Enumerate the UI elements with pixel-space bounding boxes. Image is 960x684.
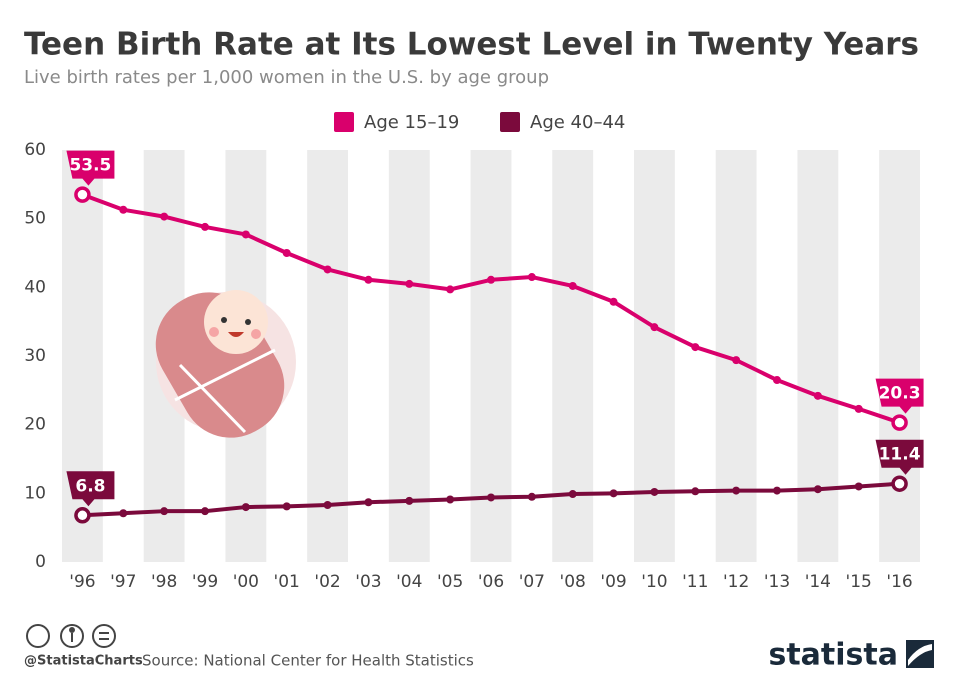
data-point — [854, 482, 863, 491]
x-tick-label: '09 — [600, 572, 626, 592]
data-label-box — [66, 150, 115, 186]
data-point — [405, 496, 414, 505]
data-point — [405, 279, 414, 288]
legend-swatch — [334, 112, 354, 132]
data-point — [119, 205, 128, 214]
data-point — [891, 414, 908, 431]
data-point — [323, 501, 332, 510]
data-label: 6.8 — [75, 476, 105, 496]
data-point — [323, 265, 332, 274]
data-point — [446, 495, 455, 504]
data-point — [241, 230, 250, 239]
x-tick-label: '03 — [355, 572, 381, 592]
x-tick-label: '96 — [69, 572, 95, 592]
brand-icon-mark — [908, 644, 932, 666]
data-point — [568, 490, 577, 499]
data-point — [364, 498, 373, 507]
band — [470, 150, 512, 562]
data-point — [487, 493, 495, 502]
legend-label: Age 15–19 — [364, 112, 459, 133]
legend-swatch — [500, 112, 520, 132]
y-tick-label: 10 — [24, 483, 46, 503]
x-tick-label: '01 — [274, 572, 300, 592]
x-tick-label: '02 — [314, 572, 340, 592]
data-point — [201, 507, 209, 516]
y-tick-label: 20 — [24, 415, 46, 435]
data-point — [446, 285, 455, 294]
band — [62, 150, 103, 562]
chart-subtitle: Live birth rates per 1,000 women in the … — [24, 67, 549, 88]
y-tick-label: 60 — [24, 140, 46, 160]
x-tick-label: '15 — [846, 572, 872, 592]
data-point — [691, 487, 700, 496]
data-point — [282, 249, 291, 257]
data-point — [282, 502, 291, 511]
band — [797, 150, 839, 562]
legend-label: Age 40–44 — [530, 112, 625, 133]
data-point — [241, 503, 250, 512]
band — [552, 150, 594, 562]
data-point — [773, 486, 781, 495]
data-point — [854, 404, 863, 413]
brand-logo: statista — [768, 638, 898, 673]
x-tick-label: '14 — [805, 572, 831, 592]
data-point — [487, 275, 495, 284]
data-point — [732, 486, 741, 495]
x-tick-label: '99 — [192, 572, 218, 592]
x-tick-label: '12 — [723, 572, 749, 592]
baby-illustration — [155, 290, 296, 438]
data-point — [609, 489, 618, 498]
data-label-box — [875, 439, 924, 475]
band — [388, 150, 430, 562]
data-point — [650, 323, 659, 332]
credit: @StatistaCharts — [24, 654, 143, 669]
data-point — [74, 507, 91, 524]
data-point — [364, 275, 373, 284]
data-point — [160, 507, 169, 516]
data-label: 20.3 — [879, 384, 921, 404]
y-tick-label: 50 — [24, 209, 46, 229]
x-tick-label: '07 — [519, 572, 545, 592]
data-point — [813, 485, 822, 494]
x-tick-label: '97 — [110, 572, 136, 592]
data-label-box — [875, 378, 924, 414]
data-point — [650, 487, 659, 496]
x-tick-label: '11 — [682, 572, 708, 592]
x-tick-label: '00 — [233, 572, 259, 592]
data-point — [527, 273, 536, 282]
x-tick-label: '04 — [396, 572, 422, 592]
x-tick-label: '05 — [437, 572, 463, 592]
footer-icons — [26, 624, 116, 648]
data-point — [813, 391, 822, 400]
data-point — [891, 475, 908, 492]
x-tick-label: '10 — [641, 572, 667, 592]
source: Source: National Center for Health Stati… — [142, 652, 474, 670]
band — [307, 150, 348, 562]
data-point — [732, 356, 741, 365]
y-tick-label: 30 — [24, 346, 46, 366]
data-label-box — [66, 471, 115, 507]
data-point — [527, 492, 536, 501]
data-point — [74, 186, 91, 203]
data-point — [201, 222, 209, 231]
data-point — [691, 343, 700, 352]
data-label: 53.5 — [69, 156, 111, 176]
data-point — [609, 297, 618, 306]
y-tick-label: 40 — [24, 277, 46, 297]
x-tick-label: '06 — [478, 572, 504, 592]
x-tick-label: '16 — [886, 572, 912, 592]
band — [879, 150, 920, 562]
data-point — [119, 509, 128, 518]
data-point — [773, 376, 781, 385]
data-point — [568, 281, 577, 290]
x-tick-label: '98 — [151, 572, 177, 592]
band — [634, 150, 675, 562]
data-point — [160, 212, 169, 221]
chart-title: Teen Birth Rate at Its Lowest Level in T… — [24, 27, 919, 63]
x-tick-label: '08 — [560, 572, 586, 592]
x-tick-label: '13 — [764, 572, 790, 592]
y-tick-label: 0 — [35, 552, 46, 572]
data-label: 11.4 — [879, 445, 921, 465]
